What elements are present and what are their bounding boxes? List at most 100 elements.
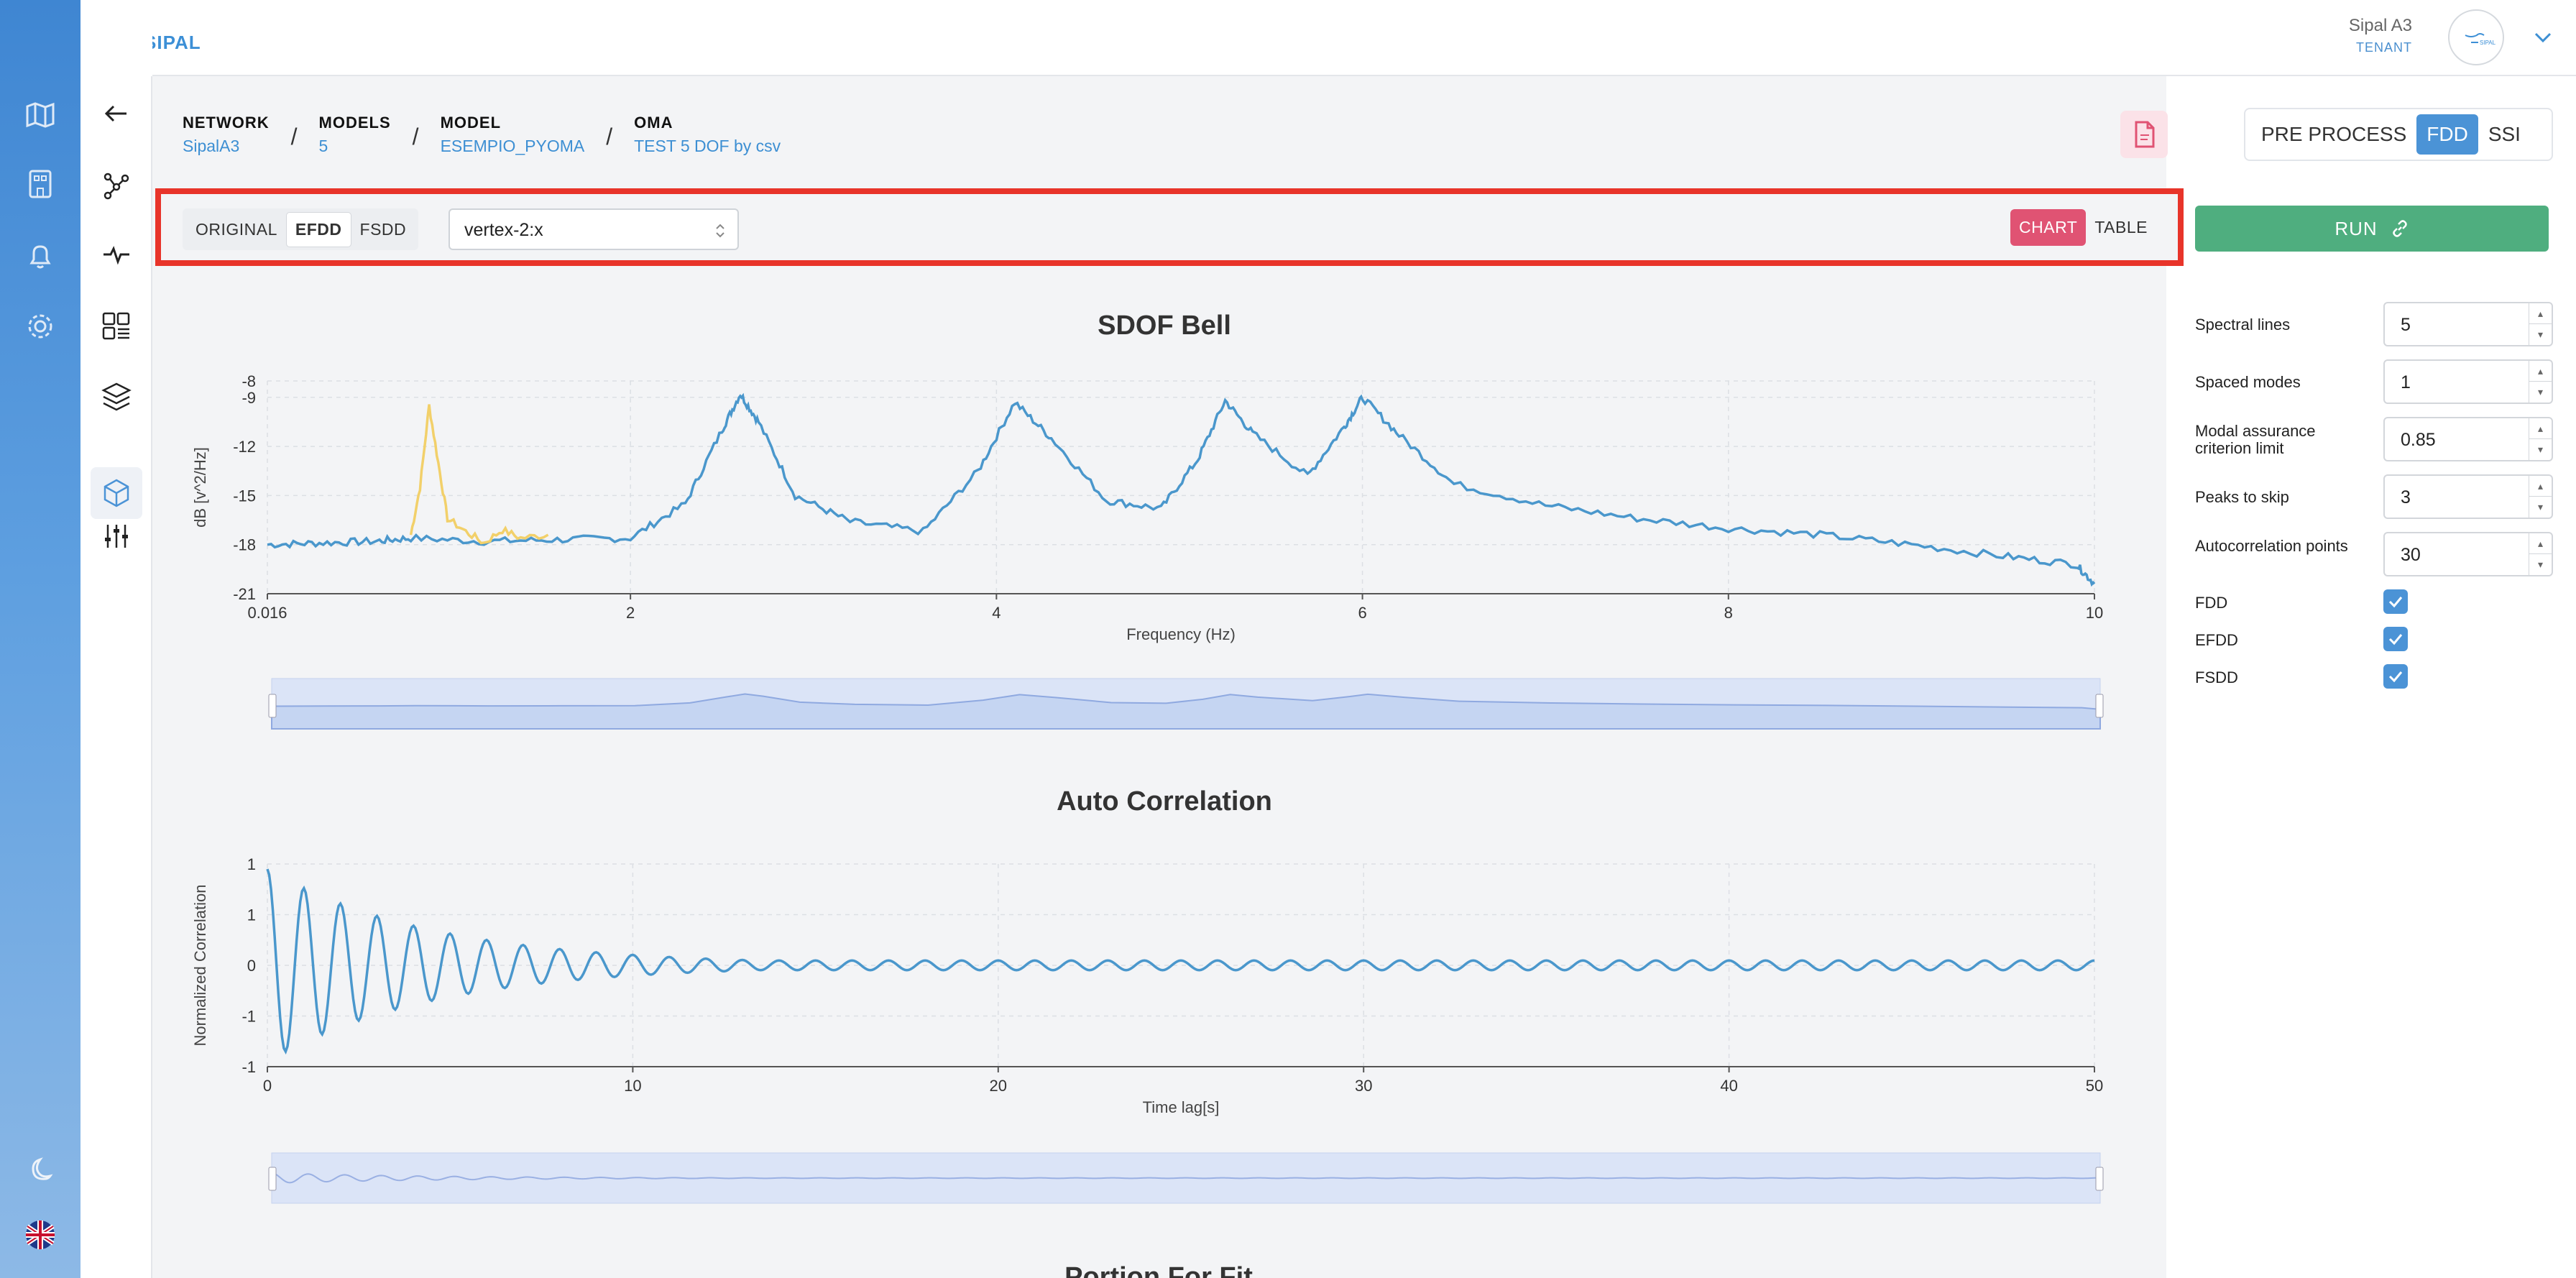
stepper-up-icon[interactable]: ▴ bbox=[2529, 476, 2552, 497]
building-icon[interactable] bbox=[24, 168, 56, 200]
content-area bbox=[152, 76, 2166, 1278]
efdd-checkbox-row: EFDD bbox=[2195, 627, 2554, 656]
y-tick-label: -18 bbox=[233, 536, 256, 554]
stepper[interactable]: ▴ ▾ bbox=[2529, 303, 2552, 345]
bell-icon[interactable] bbox=[24, 240, 56, 272]
y-tick-label: -8 bbox=[242, 372, 256, 390]
sdof-bell-highlight-line bbox=[409, 404, 549, 545]
stepper[interactable]: ▴ ▾ bbox=[2529, 418, 2552, 460]
mac-limit-input[interactable]: 0.85 ▴ ▾ bbox=[2383, 417, 2553, 461]
y-tick-label: -1 bbox=[242, 1008, 256, 1026]
breadcrumb-network[interactable]: NETWORK SipalA3 bbox=[183, 114, 270, 156]
tab-ssi[interactable]: SSI bbox=[2488, 123, 2521, 145]
language-flag-icon[interactable] bbox=[24, 1219, 56, 1251]
dashboard-icon[interactable] bbox=[101, 311, 132, 342]
breadcrumb-models[interactable]: MODELS 5 bbox=[319, 114, 391, 156]
cube-icon[interactable] bbox=[101, 477, 132, 509]
stepper[interactable]: ▴ ▾ bbox=[2529, 476, 2552, 518]
input-value: 5 bbox=[2401, 315, 2411, 335]
avatar[interactable]: SIPAL bbox=[2448, 9, 2504, 65]
method-efdd-button[interactable]: EFDD bbox=[285, 211, 351, 247]
y-tick-label: -15 bbox=[233, 487, 256, 505]
breadcrumb-label: MODELS bbox=[318, 114, 391, 132]
stepper-down-icon[interactable]: ▾ bbox=[2537, 558, 2544, 570]
stepper-up-icon[interactable]: ▴ bbox=[2529, 533, 2552, 554]
run-button[interactable]: RUN bbox=[2195, 206, 2549, 252]
breadcrumb-model[interactable]: MODEL ESEMPIO_PYOMA bbox=[441, 114, 585, 156]
method-original-button[interactable]: ORIGINAL bbox=[196, 219, 277, 239]
user-info: Sipal A3 TENANT bbox=[2349, 16, 2412, 55]
fsdd-checkbox-row: FSDD bbox=[2195, 664, 2554, 693]
network-icon[interactable] bbox=[101, 170, 132, 201]
breadcrumb-value[interactable]: 5 bbox=[318, 137, 328, 155]
back-arrow-icon[interactable] bbox=[101, 98, 132, 129]
brush-overview-line bbox=[271, 1172, 2101, 1184]
sliders-icon[interactable] bbox=[101, 520, 132, 552]
x-tick-label: 6 bbox=[1358, 604, 1366, 622]
export-pdf-button[interactable] bbox=[2120, 111, 2168, 158]
y-tick-label: -12 bbox=[233, 438, 256, 456]
y-axis-label: dB [v^2/Hz] bbox=[191, 447, 209, 528]
checkbox-label: EFDD bbox=[2195, 631, 2238, 649]
check-icon bbox=[2388, 597, 2403, 608]
brush-handle-right bbox=[2095, 1167, 2104, 1191]
spectral-lines-input[interactable]: 5 ▴ ▾ bbox=[2383, 302, 2553, 346]
activity-icon[interactable] bbox=[101, 239, 132, 270]
breadcrumb-oma[interactable]: OMA TEST 5 DOF by csv bbox=[634, 114, 781, 156]
efdd-checkbox[interactable] bbox=[2383, 627, 2408, 651]
autocorrelation-points-input[interactable]: 30 ▴ ▾ bbox=[2383, 532, 2553, 576]
stepper-down-icon[interactable]: ▾ bbox=[2537, 501, 2544, 512]
x-tick-label: 30 bbox=[1355, 1077, 1372, 1095]
stepper-up-icon[interactable]: ▴ bbox=[2529, 361, 2552, 382]
x-tick-label: 0 bbox=[263, 1077, 272, 1095]
param-spectral-lines: Spectral lines 5 ▴ ▾ bbox=[2195, 302, 2554, 348]
chevron-down-icon[interactable] bbox=[2531, 26, 2554, 49]
view-table-button[interactable]: TABLE bbox=[2094, 217, 2148, 236]
layers-icon[interactable] bbox=[101, 381, 132, 413]
fsdd-checkbox[interactable] bbox=[2383, 664, 2408, 689]
param-label: Modal assurance criterion limit bbox=[2195, 422, 2316, 457]
avatar-text: SIPAL bbox=[2480, 40, 2496, 46]
channel-select[interactable]: vertex-2:x bbox=[448, 208, 739, 250]
chart-title-sdof: SDOF Bell bbox=[1098, 311, 1231, 341]
view-chart-button[interactable]: CHART bbox=[2010, 208, 2087, 246]
stepper[interactable]: ▴ ▾ bbox=[2529, 361, 2552, 403]
stepper-up-icon[interactable]: ▴ bbox=[2529, 418, 2552, 439]
stepper[interactable]: ▴ ▾ bbox=[2529, 533, 2552, 575]
stepper-down-icon[interactable]: ▾ bbox=[2537, 443, 2544, 455]
document-icon bbox=[2135, 121, 2155, 148]
breadcrumb-label: NETWORK bbox=[183, 114, 270, 132]
breadcrumb-value[interactable]: TEST 5 DOF by csv bbox=[634, 137, 781, 155]
x-axis-label: Frequency (Hz) bbox=[1126, 625, 1236, 643]
tab-fdd[interactable]: FDD bbox=[2416, 114, 2478, 155]
tab-pre-process[interactable]: PRE PROCESS bbox=[2261, 123, 2407, 145]
method-fsdd-button[interactable]: FSDD bbox=[359, 219, 407, 239]
brush-handle-left bbox=[268, 1167, 277, 1191]
spaced-modes-input[interactable]: 1 ▴ ▾ bbox=[2383, 359, 2553, 404]
breadcrumb-separator: / bbox=[412, 124, 419, 150]
x-tick-label: 4 bbox=[992, 604, 1000, 622]
stepper-up-icon[interactable]: ▴ bbox=[2529, 303, 2552, 324]
check-icon bbox=[2388, 634, 2403, 645]
stepper-down-icon[interactable]: ▾ bbox=[2537, 386, 2544, 397]
gear-icon[interactable] bbox=[24, 311, 56, 342]
fdd-checkbox[interactable] bbox=[2383, 589, 2408, 614]
x-tick-label: 8 bbox=[1724, 604, 1733, 622]
breadcrumb-label: OMA bbox=[634, 114, 673, 132]
param-label: Spectral lines bbox=[2195, 316, 2291, 334]
breadcrumb-value[interactable]: ESEMPIO_PYOMA bbox=[440, 137, 585, 155]
breadcrumb-value[interactable]: SipalA3 bbox=[183, 137, 240, 155]
link-icon bbox=[2392, 220, 2407, 237]
view-toggle: CHART TABLE bbox=[2010, 208, 2156, 246]
sdof-bell-chart[interactable]: -8-9 -12 -15 -18 -210.016 2 4 6 8 10 Frequency (Hz… bbox=[158, 359, 2171, 733]
map-icon[interactable] bbox=[24, 99, 56, 131]
param-mac-limit: Modal assurance criterion limit 0.85 ▴ ▾ bbox=[2195, 417, 2554, 463]
params-panel bbox=[2166, 76, 2576, 1278]
peaks-to-skip-input[interactable]: 3 ▴ ▾ bbox=[2383, 474, 2553, 519]
moon-icon[interactable] bbox=[24, 1156, 56, 1187]
select-arrows-icon bbox=[716, 224, 724, 238]
stepper-down-icon[interactable]: ▾ bbox=[2537, 328, 2544, 340]
breadcrumb-label: MODEL bbox=[440, 114, 502, 132]
user-name: Sipal A3 bbox=[2348, 16, 2412, 35]
